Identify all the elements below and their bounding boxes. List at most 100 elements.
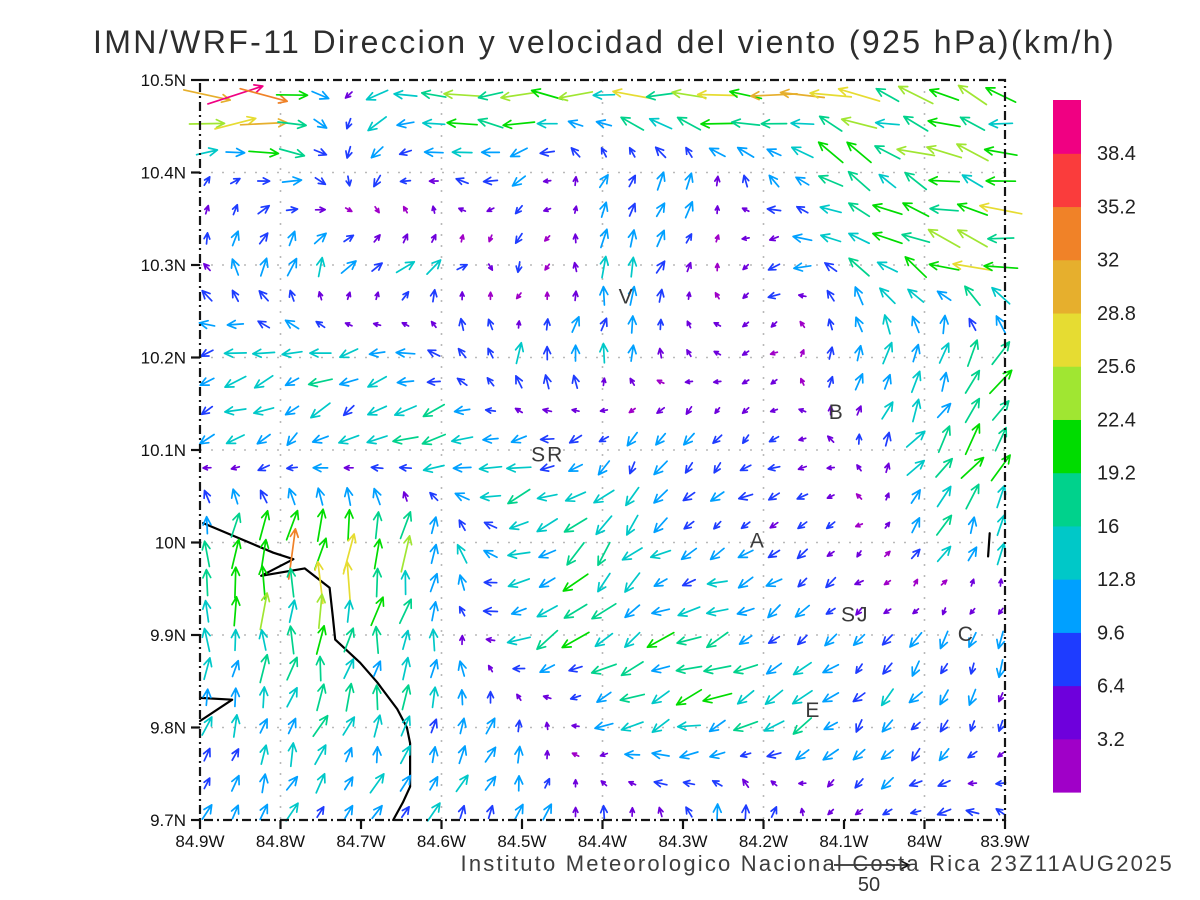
wind-arrow	[345, 145, 353, 159]
wind-arrow	[883, 608, 892, 615]
wind-arrow	[629, 377, 636, 386]
wind-arrow	[259, 718, 268, 734]
wind-arrow	[965, 808, 980, 817]
wind-arrow	[684, 172, 694, 190]
wind-arrow	[910, 721, 921, 731]
wind-arrow	[967, 750, 978, 759]
wind-arrow	[457, 804, 467, 820]
wind-arrow	[997, 692, 1005, 703]
station-label: V	[619, 285, 635, 308]
wind-arrow	[872, 231, 903, 245]
wind-arrow	[742, 321, 750, 328]
wind-arrow	[483, 578, 498, 587]
wind-arrow	[458, 519, 466, 532]
wind-arrow	[646, 631, 675, 649]
wind-arrow	[539, 664, 556, 674]
wind-arrow	[879, 287, 896, 305]
wind-arrow	[373, 538, 383, 570]
wind-arrow	[373, 234, 381, 243]
x-axis-tick-label: 84.1W	[819, 832, 868, 851]
wind-arrow	[367, 116, 387, 132]
wind-arrow	[343, 486, 354, 507]
colorbar-segment	[1053, 259, 1081, 314]
wind-arrow	[230, 512, 242, 538]
wind-arrow	[543, 777, 551, 789]
wind-arrow	[563, 517, 588, 533]
wind-arrow	[655, 202, 666, 218]
wind-arrow	[286, 656, 299, 681]
wind-arrow	[482, 434, 499, 444]
wind-arrow	[792, 661, 812, 676]
wind-arrow	[536, 629, 559, 651]
wind-arrow	[852, 633, 866, 647]
station-label: SJ	[841, 604, 870, 627]
wind-arrow	[677, 606, 701, 617]
wind-arrow	[682, 432, 695, 446]
wind-arrow	[998, 578, 1004, 587]
wind-arrow	[936, 545, 952, 563]
wind-arrow	[714, 262, 720, 272]
wind-arrow	[344, 599, 354, 623]
wind-arrow	[881, 719, 894, 733]
y-axis-tick-label: 10.5N	[141, 71, 186, 90]
wind-arrow	[937, 779, 951, 788]
wind-arrow	[507, 578, 531, 589]
wind-arrow	[459, 234, 465, 243]
wind-arrow	[648, 117, 673, 130]
wind-arrow	[995, 808, 1007, 816]
wind-arrow	[741, 350, 750, 356]
wind-arrow	[620, 116, 645, 131]
wind-arrow	[927, 117, 961, 128]
wind-arrow	[485, 636, 496, 643]
wind-arrow	[599, 228, 609, 249]
wind-arrow	[339, 348, 359, 359]
wind-arrow	[997, 607, 1004, 615]
station-labels: V SR B A SJ C E	[531, 285, 973, 721]
wind-arrow	[252, 348, 276, 359]
wind-arrow	[340, 260, 357, 274]
wind-arrow	[624, 631, 641, 648]
wind-arrow	[373, 714, 383, 738]
wind-arrow	[429, 543, 439, 565]
wind-arrow	[995, 659, 1006, 679]
wind-arrow	[398, 463, 413, 472]
wind-arrow	[509, 147, 528, 158]
wind-arrow	[287, 230, 297, 247]
wind-arrow	[767, 604, 781, 619]
wind-arrow	[826, 435, 835, 443]
wind-arrow	[910, 489, 921, 504]
wind-arrow	[398, 148, 413, 157]
wind-arrow	[312, 463, 329, 473]
wind-arrow	[278, 148, 306, 159]
wind-arrow	[739, 751, 752, 758]
wind-arrow	[848, 257, 870, 277]
wind-arrow	[310, 402, 331, 419]
wind-arrow	[599, 751, 609, 758]
wind-arrow	[792, 233, 813, 243]
wind-arrow	[259, 257, 269, 277]
wind-arrow	[819, 204, 842, 214]
wind-arrow	[372, 511, 383, 540]
wind-arrow	[512, 664, 526, 673]
x-axis-tick-label: 84.8W	[256, 832, 305, 851]
wind-arrow	[790, 118, 815, 129]
reference-vector-label: 50	[858, 874, 880, 896]
wind-arrow	[507, 488, 531, 505]
wind-arrow	[429, 288, 438, 303]
wind-arrow	[315, 772, 326, 794]
wind-arrow	[653, 578, 668, 587]
wind-arrow	[651, 606, 671, 617]
wind-arrow	[231, 289, 240, 303]
wind-arrow	[572, 778, 579, 788]
wind-arrow	[702, 692, 733, 704]
wind-arrow	[628, 174, 637, 188]
wind-arrow	[795, 176, 810, 186]
wind-arrow	[277, 119, 307, 130]
wind-arrow	[572, 261, 579, 273]
wind-arrow	[795, 749, 810, 761]
wind-arrow	[287, 717, 297, 735]
wind-arrow	[402, 491, 409, 502]
wind-arrow	[401, 290, 410, 301]
wind-arrow	[257, 320, 271, 329]
wind-arrow	[202, 515, 212, 535]
